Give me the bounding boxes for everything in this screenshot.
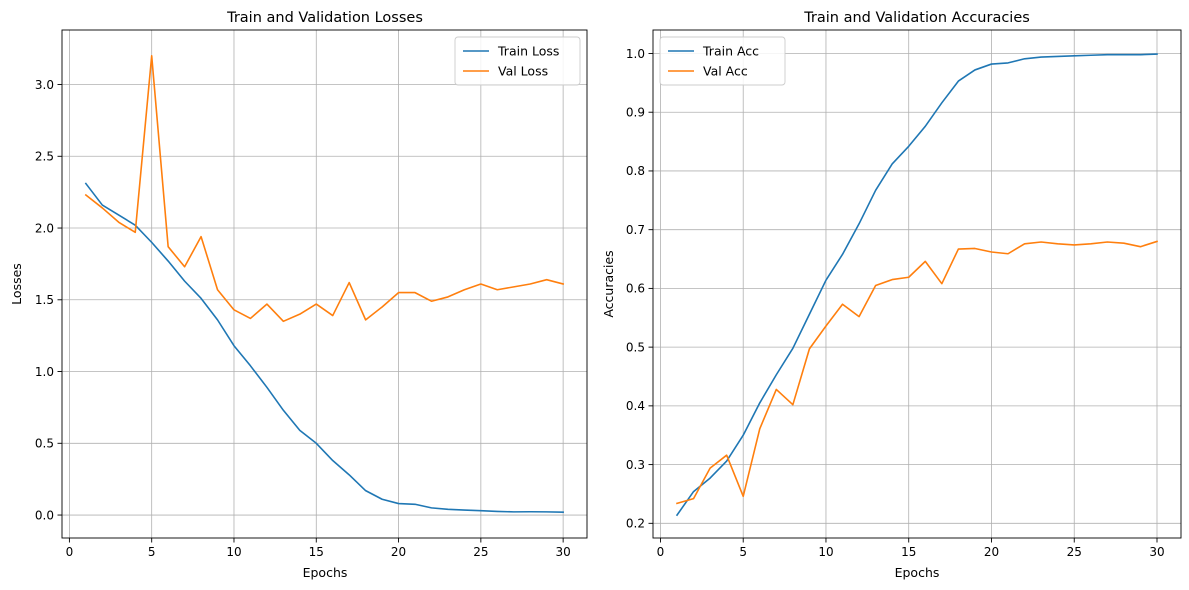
accuracies-legend-label-val-acc: Val Acc xyxy=(703,64,748,79)
accuracies-grid xyxy=(653,30,1181,538)
accuracies-x-tick-label-0: 0 xyxy=(657,545,665,559)
losses-series-train-loss xyxy=(84,182,564,513)
accuracies-x-tick-label-3: 15 xyxy=(901,545,916,559)
losses-y-tick-label-0: 0.0 xyxy=(35,508,54,522)
losses-legend: Train Loss Val Loss xyxy=(454,36,581,86)
accuracies-y-tick-label-1: 0.3 xyxy=(626,458,645,472)
losses-x-tick-label-2: 10 xyxy=(226,545,241,559)
losses-legend-box xyxy=(454,36,581,86)
losses-legend-label-val-loss: Val Loss xyxy=(498,64,548,79)
accuracies-plot-area xyxy=(675,53,1159,517)
losses-y-axis-label: Losses xyxy=(9,263,24,305)
losses-x-tick-label-4: 20 xyxy=(391,545,406,559)
losses-chart-title: Train and Validation Losses xyxy=(226,10,423,26)
accuracies-y-tick-label-4: 0.6 xyxy=(626,282,645,296)
losses-y-tick-label-3: 1.5 xyxy=(35,293,54,307)
losses-y-tick-label-5: 2.5 xyxy=(35,150,54,164)
losses-x-axis-label: Epochs xyxy=(303,565,348,580)
accuracies-series-val-acc xyxy=(676,240,1159,505)
accuracies-x-tick-label-2: 10 xyxy=(818,545,833,559)
accuracies-legend: Train Acc Val Acc xyxy=(659,36,786,86)
losses-x-tick-label-0: 0 xyxy=(66,545,74,559)
losses-x-tick-label-1: 5 xyxy=(148,545,156,559)
accuracies-series-train-acc xyxy=(675,53,1158,517)
losses-x-tick-label-3: 15 xyxy=(309,545,324,559)
accuracies-y-tick-label-7: 0.9 xyxy=(626,106,645,120)
losses-plot-area xyxy=(84,55,565,513)
accuracies-y-tick-label-8: 1.0 xyxy=(626,47,645,61)
accuracies-x-tick-label-1: 5 xyxy=(739,545,747,559)
accuracies-chart-title: Train and Validation Accuracies xyxy=(803,10,1030,26)
accuracies-y-axis-label: Accuracies xyxy=(601,250,616,317)
losses-y-tick-label-1: 0.5 xyxy=(35,437,54,451)
accuracies-axes-frame xyxy=(652,29,1182,539)
losses-x-tick-label-6: 30 xyxy=(555,545,570,559)
losses-grid xyxy=(62,30,587,538)
accuracies-x-tick-label-4: 20 xyxy=(984,545,999,559)
losses-x-tick-label-5: 25 xyxy=(473,545,488,559)
losses-y-tick-label-6: 3.0 xyxy=(35,78,54,92)
accuracies-y-tick-label-3: 0.5 xyxy=(626,340,645,354)
accuracies-x-axis-label: Epochs xyxy=(895,565,940,580)
accuracies-y-tick-label-6: 0.8 xyxy=(626,164,645,178)
accuracies-y-tick-label-2: 0.4 xyxy=(626,399,645,413)
accuracies-y-tick-label-5: 0.7 xyxy=(626,223,645,237)
accuracies-x-tick-label-5: 25 xyxy=(1067,545,1082,559)
accuracies-chart: Train and Validation Accuracies Epochs A… xyxy=(601,10,1182,580)
losses-axes-frame xyxy=(61,29,588,539)
losses-series-val-loss xyxy=(84,55,565,323)
losses-y-tick-label-2: 1.0 xyxy=(35,365,54,379)
losses-chart: Train and Validation Losses Epochs Losse… xyxy=(9,10,588,580)
accuracies-legend-box xyxy=(659,36,786,86)
losses-legend-label-train-loss: Train Loss xyxy=(497,44,559,59)
accuracies-y-tick-label-0: 0.2 xyxy=(626,517,645,531)
accuracies-legend-label-train-acc: Train Acc xyxy=(702,44,759,59)
losses-y-tick-label-4: 2.0 xyxy=(35,221,54,235)
accuracies-x-tick-label-6: 30 xyxy=(1149,545,1164,559)
